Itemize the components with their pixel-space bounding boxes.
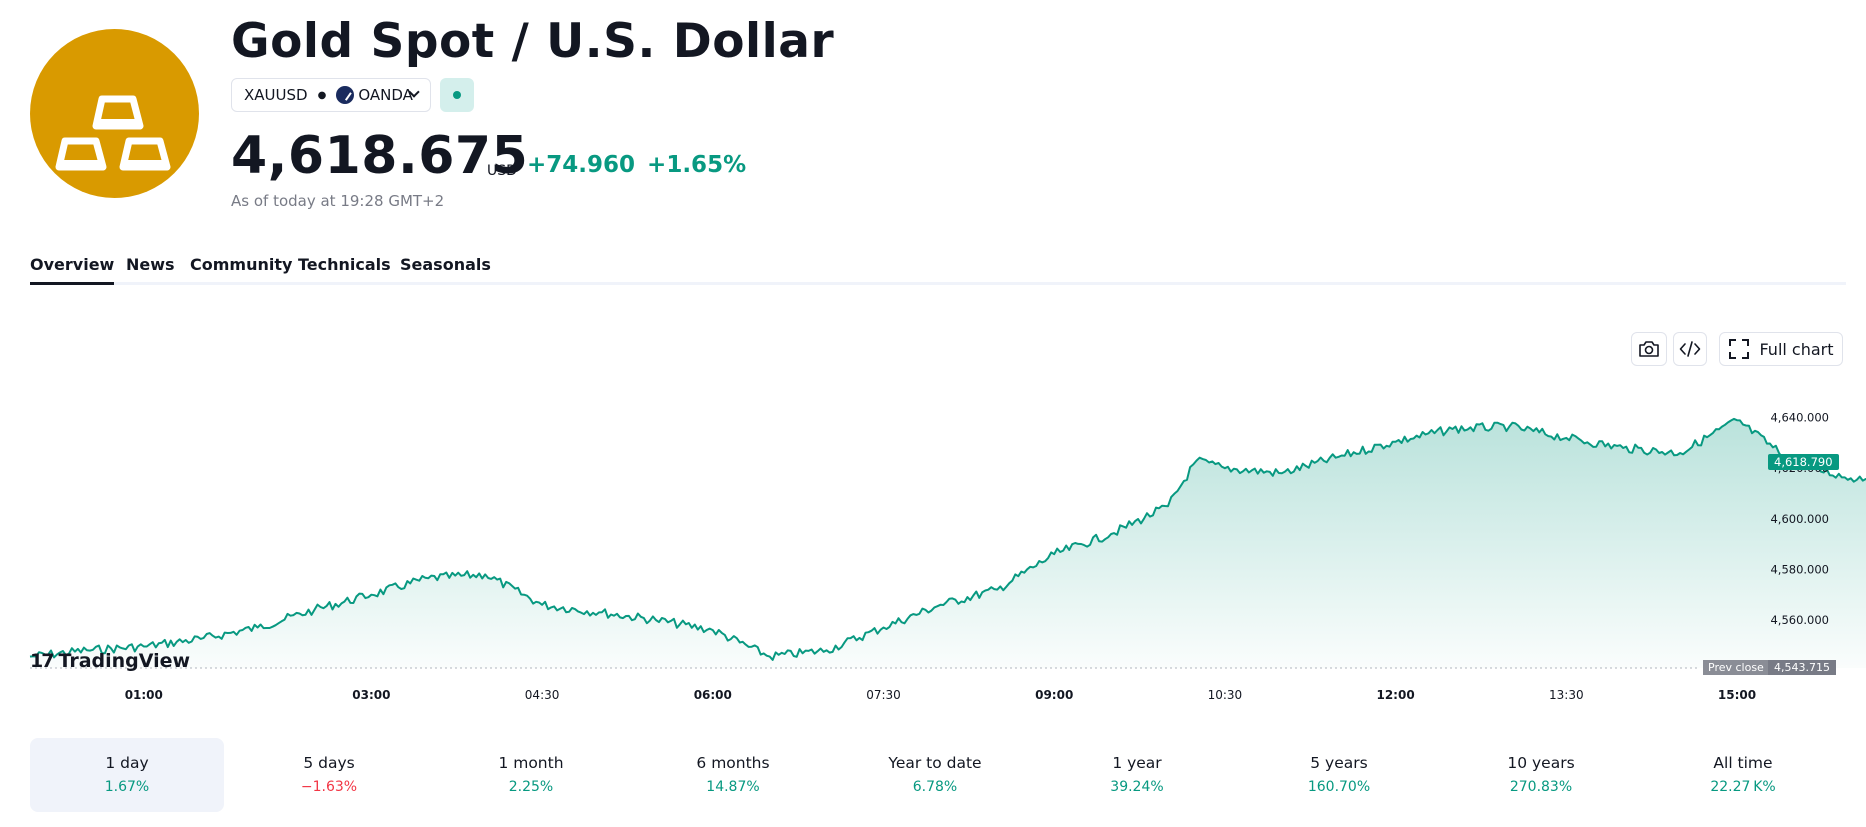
period-1-day[interactable]: 1 day 1.67% <box>30 738 224 812</box>
y-tick-label: 4,560.000 <box>1770 613 1829 627</box>
period-performance-bar: 1 day 1.67% 5 days −1.63% 1 month 2.25% … <box>30 738 1846 812</box>
period-5-years[interactable]: 5 years 160.70% <box>1242 738 1436 812</box>
gold-bars-logo <box>30 29 199 198</box>
x-tick-label: 04:30 <box>525 688 560 702</box>
period-1-month[interactable]: 1 month 2.25% <box>434 738 628 812</box>
y-tick-label: 4,640.000 <box>1770 411 1829 425</box>
full-chart-label: Full chart <box>1759 339 1834 359</box>
gold-bars-icon <box>55 95 171 171</box>
current-price: 4,618.675 <box>231 126 529 186</box>
period-value: 22.27 K% <box>1710 779 1776 795</box>
tradingview-logo[interactable]: 17 TradingView <box>30 650 190 672</box>
x-tick-label: 01:00 <box>125 688 163 702</box>
x-tick-label: 07:30 <box>866 688 901 702</box>
period-10-years[interactable]: 10 years 270.83% <box>1444 738 1638 812</box>
period-label: 6 months <box>696 754 770 772</box>
period-year-to-date[interactable]: Year to date 6.78% <box>838 738 1032 812</box>
period-6-months[interactable]: 6 months 14.87% <box>636 738 830 812</box>
y-tick-label: 4,580.000 <box>1770 562 1829 576</box>
tab-bar: Overview News Community Technicals Seaso… <box>30 255 1846 285</box>
period-value: 160.70% <box>1307 779 1371 795</box>
period-label: 1 month <box>498 754 564 772</box>
period-value: 6.78% <box>912 779 958 795</box>
code-icon <box>1679 341 1701 357</box>
price-chart[interactable]: 01:00 03:00 04:30 06:00 07:30 09:00 10:30 12:00… <box>0 380 1866 710</box>
period-5-days[interactable]: 5 days −1.63% <box>232 738 426 812</box>
period-label: 10 years <box>1507 754 1575 772</box>
price-line <box>29 417 1866 661</box>
price-change: +74.960 +1.65% <box>527 152 746 178</box>
price-area <box>30 418 1866 668</box>
period-1-year[interactable]: 1 year 39.24% <box>1040 738 1234 812</box>
tab-news[interactable]: News <box>126 255 175 274</box>
x-tick-label: 10:30 <box>1208 688 1243 702</box>
fullscreen-icon <box>1729 339 1750 359</box>
tab-seasonals[interactable]: Seasonals <box>400 255 491 274</box>
period-value: −1.63% <box>300 779 358 795</box>
tab-community[interactable]: Community <box>190 255 293 274</box>
period-label: 5 days <box>303 754 355 772</box>
period-all-time[interactable]: All time 22.27 K% <box>1646 738 1840 812</box>
as-of-timestamp: As of today at 19:28 GMT+2 <box>231 192 445 210</box>
symbol-ticker: XAUUSD <box>244 86 308 104</box>
period-value: 14.87% <box>706 779 760 795</box>
tab-technicals[interactable]: Technicals <box>298 255 391 274</box>
x-tick-label: 13:30 <box>1549 688 1584 702</box>
tradingview-mark-icon: 17 <box>30 650 54 672</box>
period-label: All time <box>1713 754 1773 772</box>
market-open-icon <box>453 91 461 99</box>
market-status-button[interactable] <box>440 78 474 112</box>
tab-overview[interactable]: Overview <box>30 255 115 285</box>
x-tick-label: 06:00 <box>694 688 732 702</box>
period-label: 1 day <box>105 754 149 772</box>
x-tick-label: 15:00 <box>1718 688 1756 702</box>
snapshot-button[interactable] <box>1631 332 1667 366</box>
separator-dot: ● <box>317 89 327 101</box>
x-tick-label: 03:00 <box>352 688 390 702</box>
camera-icon <box>1639 341 1659 357</box>
tradingview-brand: TradingView <box>58 650 191 672</box>
embed-button[interactable] <box>1673 332 1707 366</box>
period-value: 1.67% <box>104 779 150 795</box>
prev-close-value: 4,543.715 <box>1768 660 1836 675</box>
last-price-tag: 4,618.790 <box>1768 454 1839 470</box>
period-label: 1 year <box>1112 754 1162 772</box>
x-tick-label: 09:00 <box>1035 688 1073 702</box>
period-value: 39.24% <box>1110 779 1164 795</box>
y-tick-label: 4,600.000 <box>1770 512 1829 526</box>
currency-label: USD <box>487 163 517 179</box>
oanda-icon <box>336 86 355 104</box>
full-chart-button[interactable]: Full chart <box>1719 332 1843 366</box>
x-tick-label: 12:00 <box>1376 688 1414 702</box>
period-label: 5 years <box>1310 754 1368 772</box>
change-percent: +1.65% <box>647 152 747 178</box>
change-absolute: +74.960 <box>527 152 636 178</box>
page-title: Gold Spot / U.S. Dollar <box>231 14 835 69</box>
symbol-selector[interactable]: XAUUSD ● OANDA <box>231 78 431 112</box>
period-label: Year to date <box>888 754 982 772</box>
period-value: 2.25% <box>508 779 554 795</box>
prev-close-label: Prev close <box>1703 660 1769 675</box>
period-value: 270.83% <box>1509 779 1573 795</box>
exchange-name: OANDA <box>358 86 413 104</box>
